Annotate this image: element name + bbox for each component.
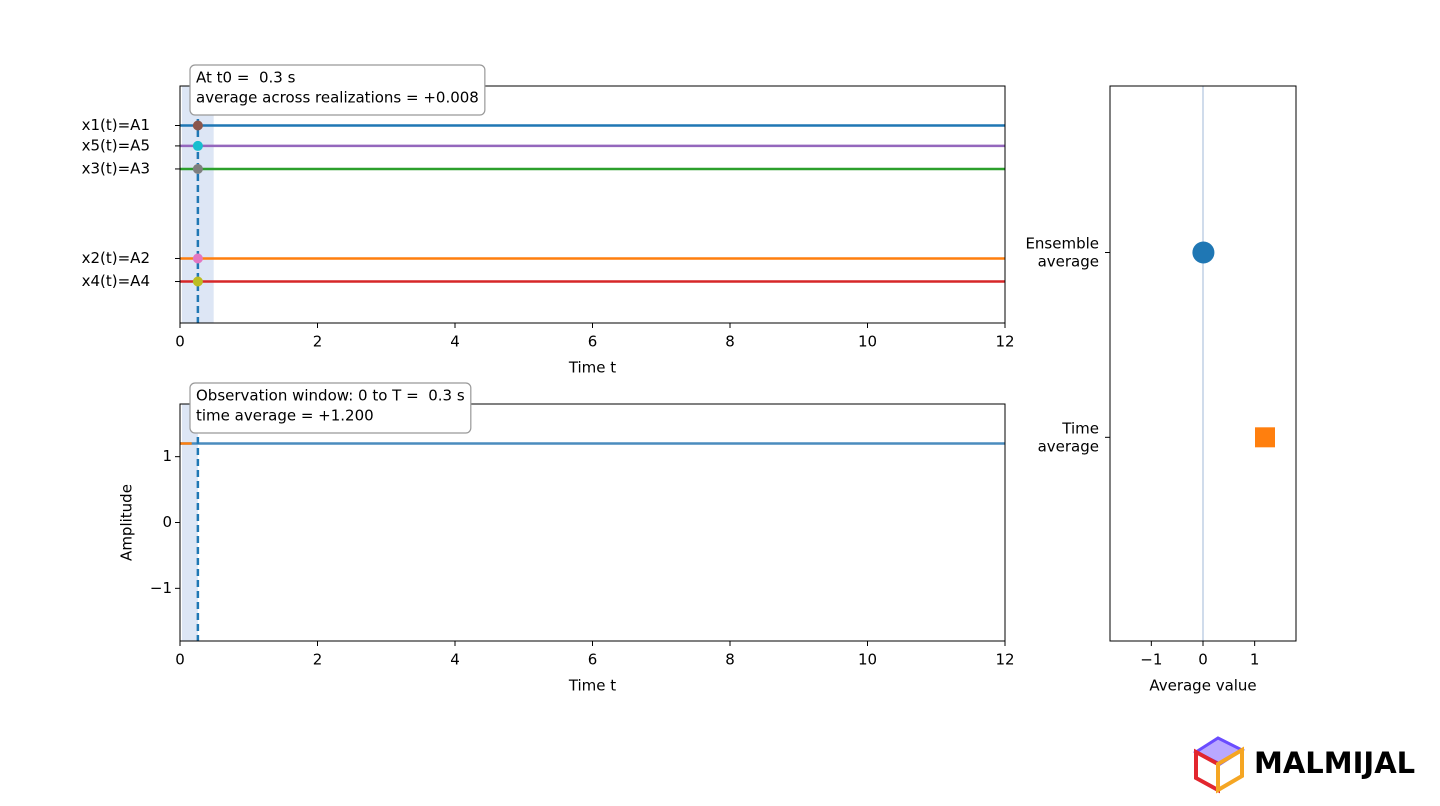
- x-axis-label: Time t: [568, 359, 616, 377]
- logo-cube-right: [1216, 746, 1244, 794]
- axes-frame: [179, 85, 1006, 324]
- annotation-text: time average = +1.200: [196, 407, 374, 425]
- x-tick-label: 8: [725, 651, 735, 669]
- x-tick-label: 6: [588, 333, 598, 351]
- x-tick-label: 12: [995, 651, 1014, 669]
- y-tick-label: x5(t)=A5: [82, 136, 150, 154]
- y-tick-label: x4(t)=A4: [82, 272, 150, 290]
- axes-frame: [179, 403, 1006, 642]
- annotation-text: average across realizations = +0.008: [196, 89, 479, 107]
- window-span: [182, 404, 198, 641]
- x-tick-label: 0: [175, 651, 185, 669]
- logo-cube-top: [1192, 736, 1246, 766]
- y-tick-label: x2(t)=A2: [82, 249, 150, 267]
- y-tick-label: x3(t)=A3: [82, 159, 150, 177]
- y-tick-label: x1(t)=A1: [82, 116, 150, 134]
- x-axis-label: Time t: [568, 677, 616, 695]
- x-tick-label: 10: [858, 333, 877, 351]
- x-tick-label: 2: [313, 651, 323, 669]
- sample-marker: [192, 276, 203, 287]
- x-tick-label: 12: [995, 333, 1014, 351]
- y-axis-label: Amplitude: [118, 484, 136, 561]
- x-tick-label: 4: [450, 651, 460, 669]
- x-tick-label: −1: [1140, 651, 1162, 669]
- sample-marker: [192, 120, 203, 131]
- x-tick-label: 8: [725, 333, 735, 351]
- average-marker: [1255, 427, 1275, 448]
- sample-marker: [192, 140, 203, 151]
- x-tick-label: 0: [175, 333, 185, 351]
- annotation-box: [189, 64, 486, 116]
- annotation: Observation window: 0 to T = 0.3 s time a…: [189, 382, 472, 434]
- x-tick-label: 0: [1198, 651, 1208, 669]
- y-tick-label: −1: [150, 579, 172, 597]
- logo: MALMIJAL: [1192, 736, 1415, 794]
- y-tick-label: 0: [162, 513, 172, 531]
- annotation-box: [189, 382, 472, 434]
- x-tick-label: 10: [858, 651, 877, 669]
- y-tick-label: 1: [162, 447, 172, 465]
- x-tick-label: 4: [450, 333, 460, 351]
- logo-text: MALMIJAL: [1254, 746, 1415, 780]
- sample-marker: [192, 163, 203, 174]
- annotation-text: At t0 = 0.3 s: [196, 69, 296, 87]
- x-axis-label: Average value: [1149, 677, 1256, 695]
- y-tick-label: Time average: [1038, 419, 1099, 455]
- annotation: At t0 = 0.3 s average across realizations…: [189, 64, 486, 116]
- annotation-text: Observation window: 0 to T = 0.3 s: [196, 387, 465, 405]
- x-tick-label: 6: [588, 651, 598, 669]
- sample-marker: [192, 253, 203, 264]
- average-marker: [1192, 241, 1215, 264]
- x-tick-label: 2: [313, 333, 323, 351]
- x-tick-label: 1: [1250, 651, 1260, 669]
- y-tick-label: Ensemble average: [1025, 234, 1099, 270]
